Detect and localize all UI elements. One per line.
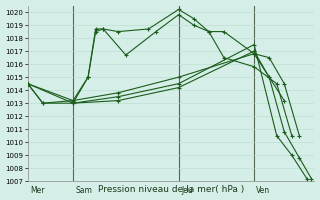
- Text: Mer: Mer: [30, 186, 44, 195]
- Text: Sam: Sam: [75, 186, 92, 195]
- X-axis label: Pression niveau de la mer( hPa ): Pression niveau de la mer( hPa ): [98, 185, 244, 194]
- Text: Jeu: Jeu: [181, 186, 193, 195]
- Text: Ven: Ven: [256, 186, 270, 195]
